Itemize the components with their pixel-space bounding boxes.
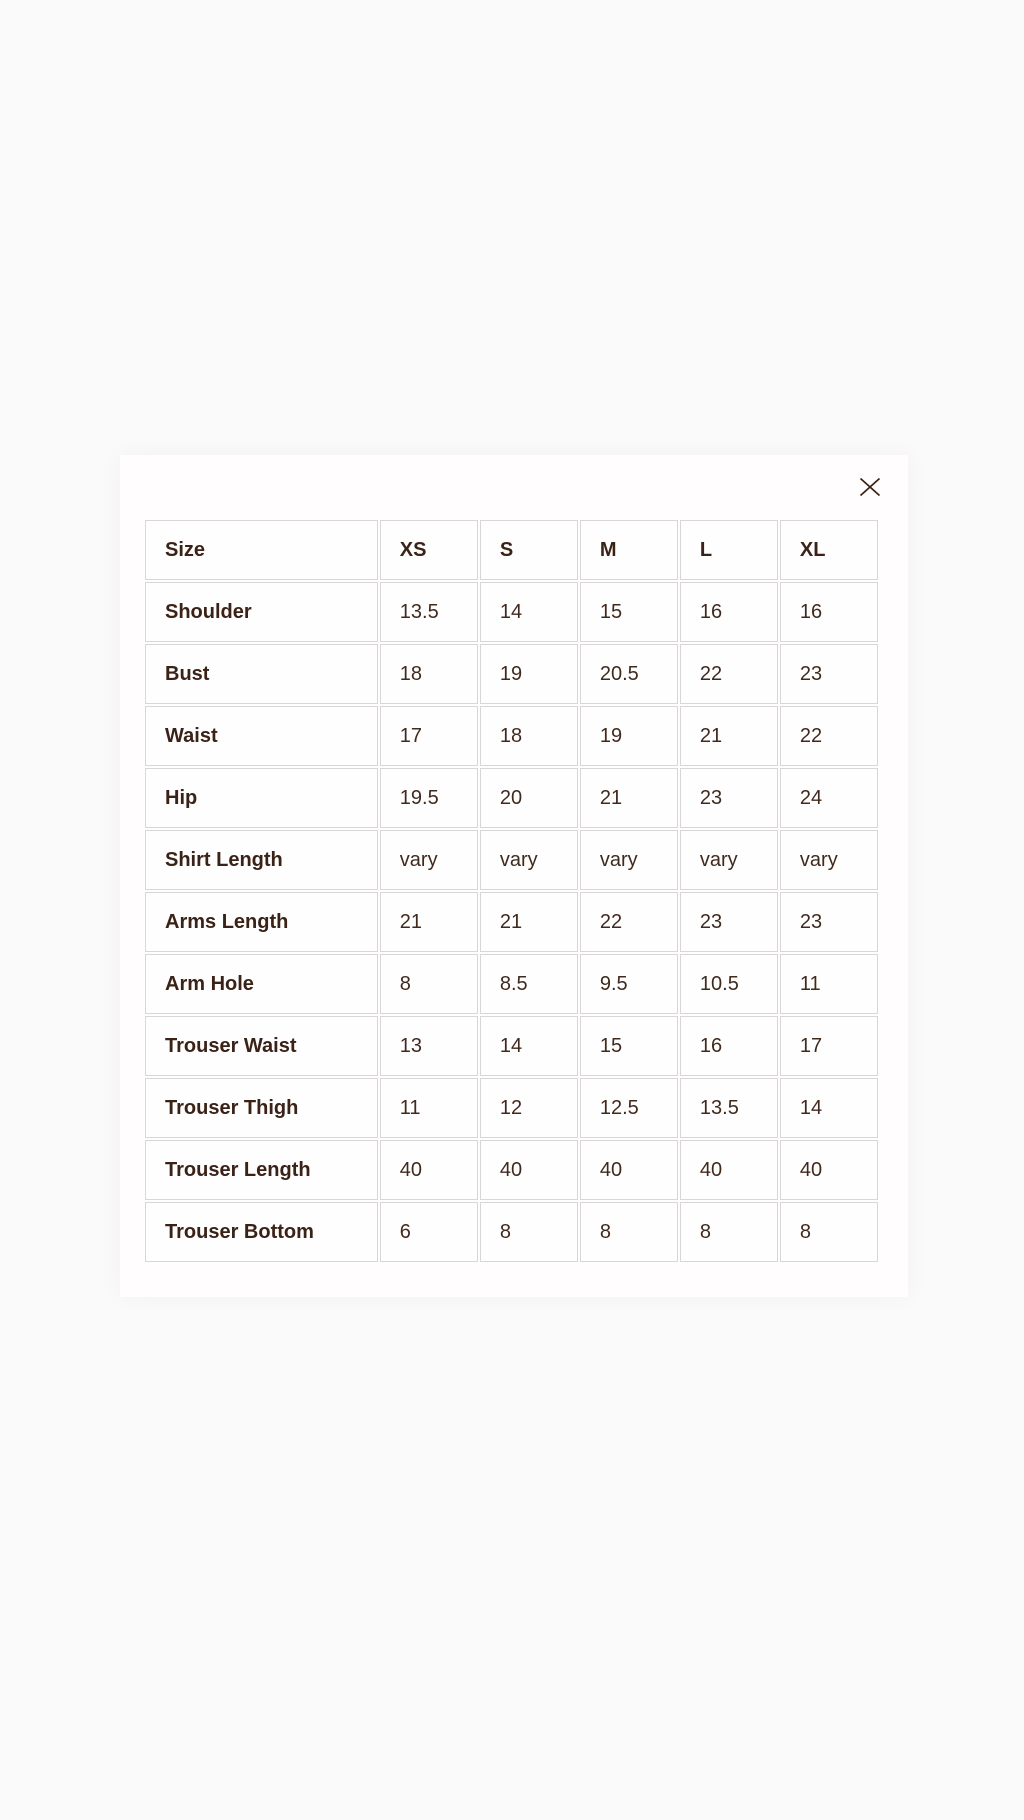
measurement-cell: 40 [679, 1140, 778, 1200]
measurement-cell: 16 [779, 582, 878, 642]
size-chart-body: Shoulder 13.5 14 15 16 16 Bust 18 19 20.5 22 23 Wais… [145, 582, 878, 1262]
row-label: Shirt Length [145, 830, 378, 890]
measurement-cell: 22 [779, 706, 878, 766]
table-row: Arms Length 21 21 22 23 23 [145, 892, 878, 952]
measurement-cell: 9.5 [579, 954, 678, 1014]
measurement-cell: 24 [779, 768, 878, 828]
measurement-cell: 19 [579, 706, 678, 766]
header-cell-xl: XL [779, 520, 878, 580]
row-label: Trouser Thigh [145, 1078, 378, 1138]
row-label: Trouser Bottom [145, 1202, 378, 1262]
measurement-cell: 23 [679, 892, 778, 952]
measurement-cell: vary [779, 830, 878, 890]
measurement-cell: 14 [779, 1078, 878, 1138]
measurement-cell: 12.5 [579, 1078, 678, 1138]
table-row: Shirt Length vary vary vary vary vary [145, 830, 878, 890]
header-cell-xs: XS [379, 520, 478, 580]
header-cell-l: L [679, 520, 778, 580]
row-label: Waist [145, 706, 378, 766]
measurement-cell: 20.5 [579, 644, 678, 704]
table-row: Trouser Thigh 11 12 12.5 13.5 14 [145, 1078, 878, 1138]
row-label: Arms Length [145, 892, 378, 952]
measurement-cell: 10.5 [679, 954, 778, 1014]
measurement-cell: vary [679, 830, 778, 890]
measurement-cell: 40 [779, 1140, 878, 1200]
measurement-cell: 16 [679, 582, 778, 642]
table-row: Waist 17 18 19 21 22 [145, 706, 878, 766]
measurement-cell: 13.5 [679, 1078, 778, 1138]
measurement-cell: 13 [379, 1016, 478, 1076]
measurement-cell: 40 [479, 1140, 578, 1200]
measurement-cell: 40 [379, 1140, 478, 1200]
measurement-cell: 11 [379, 1078, 478, 1138]
measurement-cell: 23 [679, 768, 778, 828]
measurement-cell: 12 [479, 1078, 578, 1138]
header-cell-s: S [479, 520, 578, 580]
measurement-cell: 13.5 [379, 582, 478, 642]
size-chart-modal: Size XS S M L XL Shoulder 13.5 14 15 16 16 Bust 18 19… [120, 455, 908, 1297]
size-chart-table: Size XS S M L XL Shoulder 13.5 14 15 16 16 Bust 18 19… [143, 518, 880, 1264]
table-row: Trouser Bottom 6 8 8 8 8 [145, 1202, 878, 1262]
row-label: Bust [145, 644, 378, 704]
table-row: Trouser Waist 13 14 15 16 17 [145, 1016, 878, 1076]
measurement-cell: vary [479, 830, 578, 890]
close-button[interactable] [854, 471, 886, 503]
measurement-cell: 14 [479, 1016, 578, 1076]
measurement-cell: 19.5 [379, 768, 478, 828]
row-label: Arm Hole [145, 954, 378, 1014]
measurement-cell: 8 [479, 1202, 578, 1262]
measurement-cell: 17 [379, 706, 478, 766]
measurement-cell: 8 [579, 1202, 678, 1262]
measurement-cell: 16 [679, 1016, 778, 1076]
close-icon [858, 475, 882, 499]
measurement-cell: 19 [479, 644, 578, 704]
measurement-cell: 8 [379, 954, 478, 1014]
measurement-cell: 15 [579, 1016, 678, 1076]
header-cell-m: M [579, 520, 678, 580]
table-row: Shoulder 13.5 14 15 16 16 [145, 582, 878, 642]
measurement-cell: 17 [779, 1016, 878, 1076]
measurement-cell: 21 [379, 892, 478, 952]
measurement-cell: 22 [579, 892, 678, 952]
measurement-cell: 40 [579, 1140, 678, 1200]
measurement-cell: vary [379, 830, 478, 890]
table-row: Hip 19.5 20 21 23 24 [145, 768, 878, 828]
header-cell-size: Size [145, 520, 378, 580]
measurement-cell: 8 [679, 1202, 778, 1262]
measurement-cell: 21 [579, 768, 678, 828]
table-row: Trouser Length 40 40 40 40 40 [145, 1140, 878, 1200]
measurement-cell: 21 [479, 892, 578, 952]
measurement-cell: 23 [779, 892, 878, 952]
measurement-cell: 18 [479, 706, 578, 766]
row-label: Trouser Length [145, 1140, 378, 1200]
measurement-cell: 22 [679, 644, 778, 704]
measurement-cell: vary [579, 830, 678, 890]
measurement-cell: 15 [579, 582, 678, 642]
table-row: Bust 18 19 20.5 22 23 [145, 644, 878, 704]
measurement-cell: 21 [679, 706, 778, 766]
measurement-cell: 8 [779, 1202, 878, 1262]
table-row: Arm Hole 8 8.5 9.5 10.5 11 [145, 954, 878, 1014]
table-header-row: Size XS S M L XL [145, 520, 878, 580]
row-label: Hip [145, 768, 378, 828]
row-label: Trouser Waist [145, 1016, 378, 1076]
size-chart-header: Size XS S M L XL [145, 520, 878, 580]
measurement-cell: 23 [779, 644, 878, 704]
row-label: Shoulder [145, 582, 378, 642]
measurement-cell: 14 [479, 582, 578, 642]
measurement-cell: 20 [479, 768, 578, 828]
measurement-cell: 11 [779, 954, 878, 1014]
measurement-cell: 6 [379, 1202, 478, 1262]
measurement-cell: 18 [379, 644, 478, 704]
measurement-cell: 8.5 [479, 954, 578, 1014]
